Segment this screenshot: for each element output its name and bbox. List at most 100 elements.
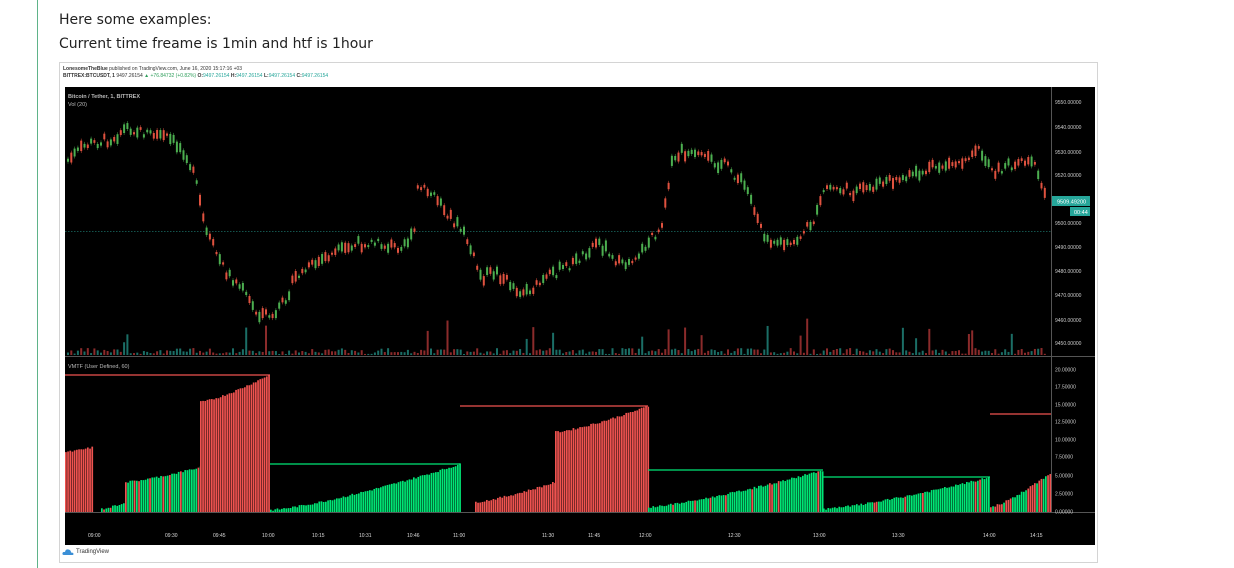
vmtf-bar xyxy=(366,490,369,512)
volume-bar xyxy=(453,349,456,355)
candle-body xyxy=(934,166,937,169)
vmtf-bar xyxy=(656,506,659,512)
volume-bar xyxy=(624,348,627,355)
vmtf-bar xyxy=(386,484,389,512)
volume-bar xyxy=(647,351,650,355)
vmtf-bar xyxy=(659,505,661,512)
volume-bar xyxy=(456,349,459,355)
candle-body xyxy=(1017,159,1020,166)
volume-bar xyxy=(202,352,205,355)
volume-bar xyxy=(878,351,881,355)
vmtf-bar xyxy=(979,479,981,512)
volume-bar xyxy=(604,353,607,355)
volume-bar xyxy=(717,352,720,355)
vmtf-bar xyxy=(415,478,417,512)
vmtf-bar xyxy=(1031,485,1034,512)
vmtf-bar xyxy=(773,483,776,512)
candle-body xyxy=(618,255,621,264)
candle-body xyxy=(1030,156,1033,167)
volume-bar xyxy=(476,348,479,355)
vmtf-bar xyxy=(791,477,793,512)
volume-bar xyxy=(126,334,129,355)
tradingview-logo[interactable]: TradingView xyxy=(62,548,109,556)
vmtf-bar xyxy=(952,486,955,512)
vmtf-bar xyxy=(239,388,242,512)
volume-bar xyxy=(212,352,215,355)
vmtf-bar xyxy=(147,478,149,512)
candle-body xyxy=(651,232,654,236)
vmtf-bar xyxy=(399,481,402,512)
volume-bar xyxy=(743,353,746,355)
candle-body xyxy=(406,238,409,248)
vmtf-bar xyxy=(935,489,937,512)
volume-bar xyxy=(875,349,878,355)
candle-body xyxy=(908,170,911,177)
volume-bar xyxy=(321,353,324,355)
vmtf-bar xyxy=(1020,491,1023,512)
vmtf-bar xyxy=(127,482,129,512)
vmtf-bar xyxy=(459,463,461,512)
volume-bar xyxy=(961,353,964,355)
vmtf-bar xyxy=(827,508,830,512)
vmtf-bar xyxy=(65,452,67,512)
candle-body xyxy=(865,185,868,191)
vmtf-bar xyxy=(847,505,849,512)
vmtf-bar xyxy=(287,508,290,512)
candle-body xyxy=(463,226,465,235)
vmtf-bar xyxy=(450,467,453,512)
candle-body xyxy=(756,213,759,223)
trading-chart[interactable]: Bitcoin / Tether, 1, BITTREX Vol (20) VM… xyxy=(65,87,1095,545)
candle-body xyxy=(433,192,436,195)
vmtf-bar xyxy=(930,490,933,512)
vmtf-bar xyxy=(347,496,349,512)
vmtf-bar xyxy=(525,491,528,512)
vmtf-bar xyxy=(678,503,681,512)
vmtf-bar xyxy=(665,505,668,512)
candle-body xyxy=(835,187,838,190)
vmtf-bar xyxy=(731,491,734,512)
vmtf-bar xyxy=(501,497,504,512)
vmtf-bar xyxy=(505,496,508,512)
open-label: O: xyxy=(197,73,204,79)
volume-bar xyxy=(509,353,512,355)
volume-bar xyxy=(278,353,281,355)
candle-body xyxy=(529,290,531,295)
volume-bar xyxy=(268,351,271,355)
vmtf-bar xyxy=(663,506,666,512)
vmtf-bar xyxy=(1038,480,1041,512)
volume-bar xyxy=(911,353,914,355)
candle-body xyxy=(776,239,779,246)
candle-body xyxy=(228,269,231,277)
candle-body xyxy=(872,186,875,192)
vmtf-bar xyxy=(325,501,327,512)
volume-bar xyxy=(872,351,875,355)
volume-bar xyxy=(377,350,380,355)
candle-body xyxy=(614,261,617,266)
vmtf-bar xyxy=(559,432,562,512)
vmtf-bar xyxy=(338,498,340,512)
vmtf-bar xyxy=(594,423,597,512)
price-pane[interactable] xyxy=(65,87,1051,356)
volume-bar xyxy=(525,338,528,355)
volume-bar xyxy=(796,353,799,355)
candle-body xyxy=(410,228,413,240)
vmtf-bar xyxy=(1023,491,1025,512)
vmtf-bar xyxy=(530,489,532,512)
volume-bar xyxy=(535,350,538,355)
volume-bar xyxy=(344,349,347,355)
volume-bar xyxy=(654,351,657,355)
candle-body xyxy=(1010,167,1013,171)
volume-bar xyxy=(644,353,647,355)
candle-body xyxy=(1014,161,1017,170)
vmtf-bar xyxy=(1009,498,1012,512)
candle-body xyxy=(152,132,155,139)
volume-bar xyxy=(578,350,581,355)
candle-body xyxy=(291,275,294,284)
publisher-name[interactable]: LonesomeTheBlue xyxy=(63,66,108,72)
vmtf-bar xyxy=(76,449,78,512)
vmtf-bar xyxy=(259,379,262,512)
vmtf-bar xyxy=(252,382,255,512)
candle-body xyxy=(281,297,284,303)
volume-bar xyxy=(713,350,716,355)
vmtf-bar xyxy=(369,490,371,512)
